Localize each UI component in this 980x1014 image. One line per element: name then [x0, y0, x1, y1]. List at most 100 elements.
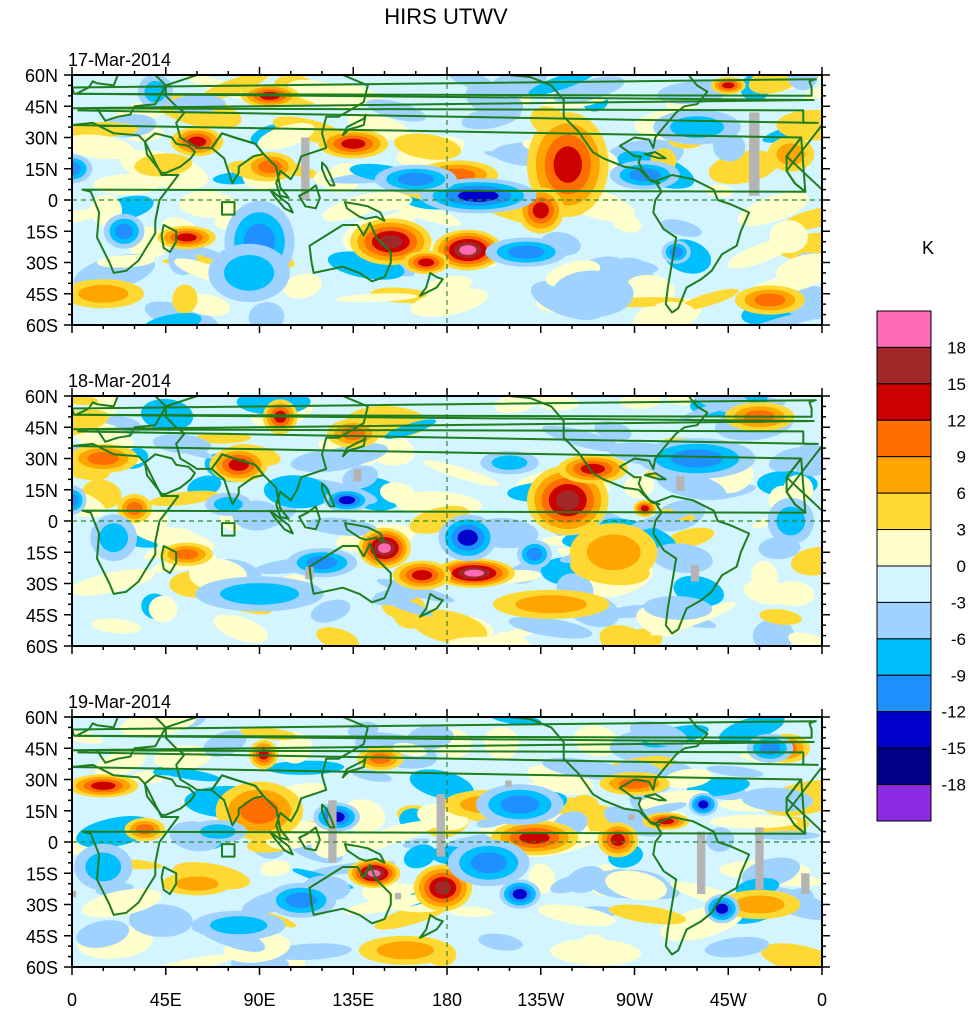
field-blob: [655, 301, 694, 315]
x-tick-label: 0: [67, 990, 77, 1010]
y-tick-label: 15N: [25, 481, 58, 501]
colorbar-box: [876, 601, 932, 640]
colorbar-box: [876, 383, 932, 421]
colorbar-box: [876, 711, 932, 749]
missing-data: [801, 873, 810, 895]
map-panel: 19-Mar-2014 60N 45N 30N 15N 0 15S 30S 45S 60S: [25, 692, 830, 978]
missing-data: [353, 468, 362, 482]
field-blob: [448, 906, 494, 917]
negative-anomaly: [224, 255, 275, 291]
coastline-philippines: [321, 482, 336, 508]
negative-anomaly: [458, 189, 499, 202]
colorbar-tick-label: 15: [947, 375, 966, 394]
negative-anomaly: [99, 523, 129, 553]
coastline-chagos-box: [221, 201, 236, 216]
coastline-cuba: [643, 793, 667, 802]
positive-anomaly: [519, 831, 550, 844]
negative-anomaly: [115, 223, 134, 240]
colorbar-box: [876, 529, 932, 567]
field-blob: [172, 284, 198, 314]
colorbar-box: [876, 747, 932, 786]
positive-anomaly: [258, 160, 282, 174]
positive-anomaly: [640, 505, 650, 512]
field-blob: [491, 717, 542, 725]
coastline-chagos-box: [221, 843, 236, 858]
field-blob: [769, 220, 808, 254]
coastline-europe: [72, 717, 819, 766]
colorbar-tick-label: 9: [957, 448, 966, 467]
missing-data: [697, 831, 706, 895]
field-blob: [508, 616, 593, 639]
negative-anomaly: [72, 493, 79, 507]
positive-anomaly: [376, 941, 434, 960]
negative-anomaly: [552, 270, 634, 318]
y-tick-label: 60N: [25, 708, 58, 728]
y-tick-label: 15S: [26, 543, 58, 563]
field-blob: [494, 396, 545, 414]
field-blob: [478, 933, 523, 951]
coastline-nz: [418, 592, 444, 618]
field-blob: [379, 482, 416, 505]
missing-data: [690, 564, 700, 582]
field-blob: [633, 261, 659, 273]
field-blob: [679, 288, 739, 311]
positive-anomaly: [418, 258, 435, 267]
colorbar-box: [876, 310, 932, 348]
y-tick-label: 60S: [26, 637, 58, 657]
field-blob: [637, 789, 710, 810]
field-blob: [538, 904, 616, 927]
field-blob: [336, 293, 418, 303]
field-blob: [193, 432, 252, 444]
y-tick-label: 45S: [26, 606, 58, 626]
coastline-newguinea: [343, 522, 386, 543]
negative-anomaly: [397, 172, 434, 186]
field-blob: [748, 75, 806, 94]
field-blob: [409, 769, 474, 800]
y-tick-label: 30N: [25, 129, 58, 149]
coastline-cuba: [643, 151, 667, 160]
positive-anomaly: [126, 502, 143, 515]
field-blob: [263, 475, 331, 509]
coastline-arabia: [143, 453, 196, 495]
x-tick-label: 0: [817, 990, 827, 1010]
field-blob: [393, 133, 462, 160]
field-blob: [542, 757, 631, 780]
coastline-arabia: [143, 774, 196, 816]
coastline-philippines: [321, 803, 336, 829]
field-blob: [76, 920, 130, 948]
y-tick-label: 30S: [26, 254, 58, 274]
positive-anomaly: [532, 202, 549, 219]
x-tick-label: 90W: [616, 990, 653, 1010]
y-tick-label: 0: [48, 512, 58, 532]
negative-anomaly: [220, 583, 299, 605]
y-tick-label: 30S: [26, 896, 58, 916]
field-blob: [704, 936, 770, 958]
axis-ticks: [64, 709, 830, 975]
positive-anomaly: [135, 824, 154, 835]
coastline-africa: [72, 121, 807, 274]
coastline-asia: [164, 396, 369, 520]
field-blob: [94, 750, 146, 777]
y-tick-label: 60S: [26, 316, 58, 336]
field-blob: [759, 609, 802, 625]
x-tick-label: 45E: [150, 990, 182, 1010]
field-blob: [149, 954, 234, 967]
positive-anomaly: [586, 534, 641, 571]
coastline-australia: [308, 863, 392, 925]
y-tick-label: 0: [48, 191, 58, 211]
coastline-madagascar: [160, 866, 178, 896]
positive-anomaly: [553, 146, 582, 183]
coastline-uk: [72, 720, 817, 739]
coastline-africa-wrap: [785, 124, 822, 193]
missing-data: [72, 891, 77, 898]
x-tick-label: 135W: [517, 990, 564, 1010]
negative-anomaly: [338, 496, 356, 505]
coastline-africa: [72, 763, 807, 916]
colorbar-tick-label: 0: [957, 557, 966, 576]
positive-anomaly: [657, 818, 674, 825]
colorbar: K 18 15 12 9 6 3 0 -3 -6 -9 -12 -15 -18: [876, 238, 966, 822]
positive-anomaly: [175, 876, 219, 891]
negative-anomaly: [698, 800, 709, 809]
field-blob: [213, 614, 269, 643]
axis-ticks: [64, 388, 830, 654]
